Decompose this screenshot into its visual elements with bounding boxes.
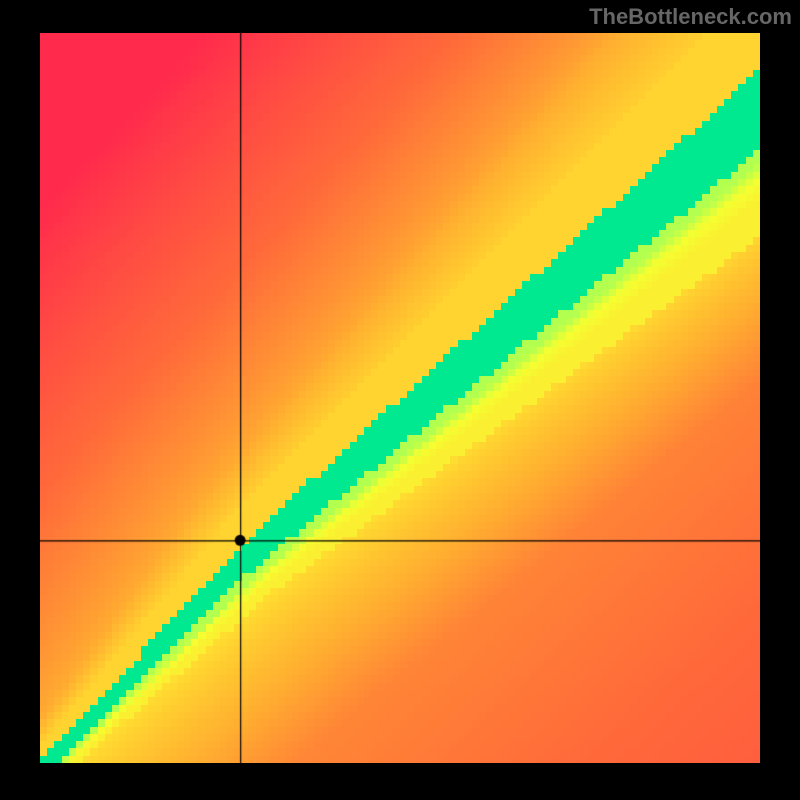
- chart-container: TheBottleneck.com: [0, 0, 800, 800]
- watermark-text: TheBottleneck.com: [589, 4, 792, 30]
- bottleneck-heatmap: [40, 33, 760, 763]
